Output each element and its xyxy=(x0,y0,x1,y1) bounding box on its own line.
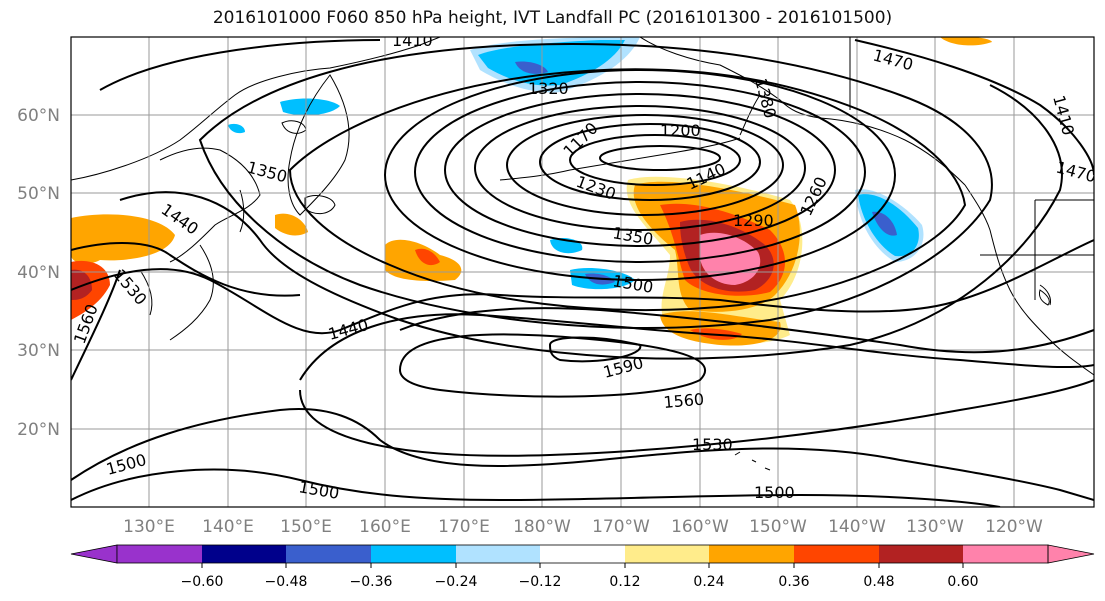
contour-1380 xyxy=(288,68,967,312)
coastline-na-west xyxy=(964,184,1094,376)
colorbar-tick-label: 0.60 xyxy=(947,574,978,590)
lon-label: 140°W xyxy=(828,517,886,537)
colorbar-segment xyxy=(117,545,202,563)
lat-label-40: 40°N xyxy=(17,263,60,283)
lon-label: 150°E xyxy=(280,517,332,537)
lon-label: 180°W xyxy=(513,517,571,537)
colorbar-extend-low xyxy=(70,544,118,564)
contour-label: 1290 xyxy=(733,211,774,230)
coastline-asia xyxy=(71,37,441,181)
colorbar-extend-high xyxy=(1047,544,1095,564)
coastline-aleutians xyxy=(499,137,741,181)
contour-1260 xyxy=(474,105,806,231)
contour-label: 1500 xyxy=(754,483,795,502)
coastlines xyxy=(71,37,1094,471)
colorbar-segment xyxy=(202,545,286,563)
lat-label-20: 20°N xyxy=(17,420,60,440)
colorbar-segment xyxy=(963,545,1048,563)
contour-1590 xyxy=(398,333,707,398)
latitude-labels: 60°N 50°N 40°N 30°N 20°N xyxy=(17,106,60,440)
lon-label: 160°W xyxy=(671,517,729,537)
colorbar-tick-label: −0.12 xyxy=(519,574,562,590)
map-frame xyxy=(70,36,1095,508)
lon-label: 140°E xyxy=(202,517,254,537)
colorbar-tick-label: 0.36 xyxy=(778,574,809,590)
colorbar-tick-label: −0.36 xyxy=(350,574,393,590)
contour-1140 xyxy=(599,145,721,171)
colorbar-tick-label: −0.48 xyxy=(265,574,308,590)
colorbar: −0.60 −0.48 −0.36 −0.24 −0.12 0.12 0.24 … xyxy=(70,544,1095,590)
lon-label: 120°W xyxy=(985,517,1043,537)
colorbar-segment xyxy=(456,545,540,563)
coastline-japan xyxy=(169,244,214,341)
contour-1320 xyxy=(414,81,866,263)
lon-label: 130°E xyxy=(123,517,175,537)
longitude-labels: 130°E 140°E 150°E 160°E 170°E 180°W 170°… xyxy=(123,517,1043,537)
contour-1410 xyxy=(198,43,993,329)
contour-label: 1200 xyxy=(660,121,701,140)
colorbar-frame xyxy=(116,544,1049,564)
map-panel: 1410 1320 1170 1200 1380 1470 1410 1470 … xyxy=(71,31,1094,507)
contour-1470 xyxy=(854,39,1094,176)
lat-label-50: 50°N xyxy=(17,184,60,204)
colorbar-segment xyxy=(709,545,794,563)
colorbar-tick-label: 0.12 xyxy=(609,574,640,590)
colorbar-segment xyxy=(371,545,456,563)
contour-label: 1560 xyxy=(663,390,705,412)
contour-1200 xyxy=(539,123,761,201)
contour-label: 1320 xyxy=(528,79,569,98)
lon-label: 170°W xyxy=(592,517,650,537)
lat-label-30: 30°N xyxy=(17,341,60,361)
contour-label: 1530 xyxy=(692,435,733,454)
contour-1560 xyxy=(71,269,1094,381)
colorbar-segment xyxy=(625,545,709,563)
coastline-hawaii xyxy=(734,451,771,471)
contour-label: 1410 xyxy=(392,31,433,50)
lon-label: 160°E xyxy=(359,517,411,537)
colorbar-tick-label: −0.60 xyxy=(181,574,224,590)
contour-1170 xyxy=(569,134,741,186)
contour-1590-small xyxy=(548,336,642,363)
colorbar-segment xyxy=(286,545,371,563)
colorbar-tick-label: 0.24 xyxy=(693,574,724,590)
contour-1500 xyxy=(71,239,1094,335)
coastline-korea xyxy=(139,269,153,316)
contour-1500-south xyxy=(71,468,1001,507)
contour-1290 xyxy=(444,93,836,247)
contour-1440 xyxy=(99,39,1063,360)
contour-1560-south xyxy=(299,379,1094,457)
contour-1530-south xyxy=(71,408,1094,501)
colorbar-segment xyxy=(879,545,963,563)
colorbar-segment xyxy=(540,545,625,563)
height-contours xyxy=(71,39,1094,507)
lon-label: 150°W xyxy=(749,517,807,537)
contour-1230 xyxy=(506,114,784,216)
colorbar-tick-label: −0.24 xyxy=(435,574,478,590)
colorbar-segment xyxy=(794,545,879,563)
lon-label: 130°W xyxy=(906,517,964,537)
coastline-alaska xyxy=(639,37,966,186)
lat-label-60: 60°N xyxy=(17,106,60,126)
lon-label: 170°E xyxy=(438,517,490,537)
map-title: 2016101000 F060 850 hPa height, IVT Land… xyxy=(212,8,893,28)
contour-1530 xyxy=(71,242,1094,354)
colorbar-tick-label: 0.48 xyxy=(863,574,894,590)
